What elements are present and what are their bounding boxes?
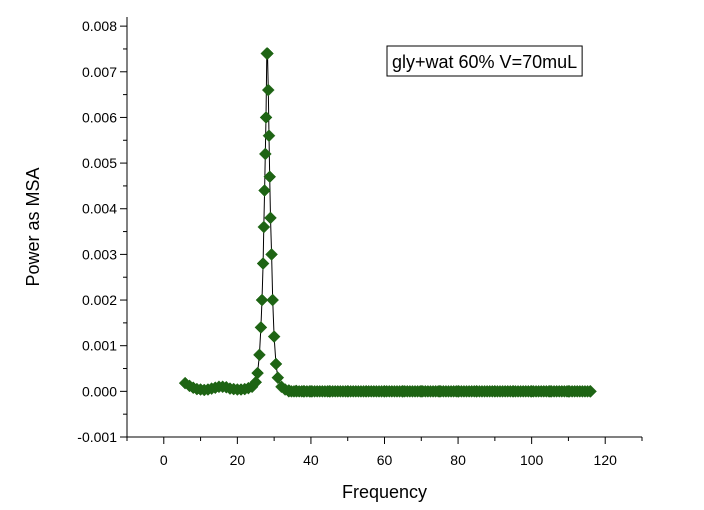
axes <box>120 17 643 444</box>
data-point <box>258 184 271 197</box>
x-tick-label: 120 <box>594 452 618 468</box>
tick-labels: -0.001 0.000 0.001 0.002 0.003 0.004 0.005 0.00… <box>77 18 617 468</box>
data-point <box>269 357 283 371</box>
data-point <box>261 47 274 60</box>
series-polyline <box>184 53 591 392</box>
x-tick-label: 100 <box>520 452 544 468</box>
data-points <box>178 47 597 398</box>
data-point <box>251 366 264 380</box>
data-point <box>262 129 276 143</box>
data-point <box>258 147 272 161</box>
legend-label: gly+wat 60% V=70muL <box>392 52 577 72</box>
legend-box <box>386 45 583 77</box>
y-tick-label: 0.005 <box>82 155 117 171</box>
y-tick-label: 0.006 <box>82 109 117 125</box>
x-axis-title: Frequency <box>342 482 427 502</box>
legend: gly+wat 60% V=70muL <box>386 45 583 77</box>
y-axis-title: Power as MSA <box>23 167 43 286</box>
series-line <box>184 53 591 392</box>
data-point <box>264 211 277 225</box>
data-point <box>265 248 278 261</box>
y-tick-label: 0.002 <box>82 292 117 308</box>
data-point <box>263 170 277 184</box>
data-point <box>257 220 271 234</box>
data-point <box>256 257 270 270</box>
y-tick-label: 0.004 <box>82 201 117 217</box>
data-point <box>249 375 263 389</box>
data-point <box>255 293 269 307</box>
data-point <box>261 83 275 97</box>
data-point <box>266 293 280 307</box>
x-tick-label: 80 <box>450 452 466 468</box>
y-tick-label: 0.008 <box>82 18 117 34</box>
y-tick-label: 0.007 <box>82 64 117 80</box>
x-tick-label: 20 <box>230 452 246 468</box>
data-point <box>267 330 281 343</box>
y-tick-label: 0.001 <box>82 338 117 354</box>
data-point <box>583 384 597 398</box>
y-tick-label: 0.000 <box>82 383 117 399</box>
x-tick-label: 40 <box>303 452 319 468</box>
y-tick-label: -0.001 <box>77 429 117 445</box>
data-point <box>271 371 285 385</box>
data-point <box>253 348 266 362</box>
y-tick-label: 0.003 <box>82 246 117 262</box>
data-point <box>259 111 273 124</box>
x-tick-label: 60 <box>377 452 393 468</box>
x-tick-label: 0 <box>160 452 168 468</box>
data-point <box>254 321 268 334</box>
